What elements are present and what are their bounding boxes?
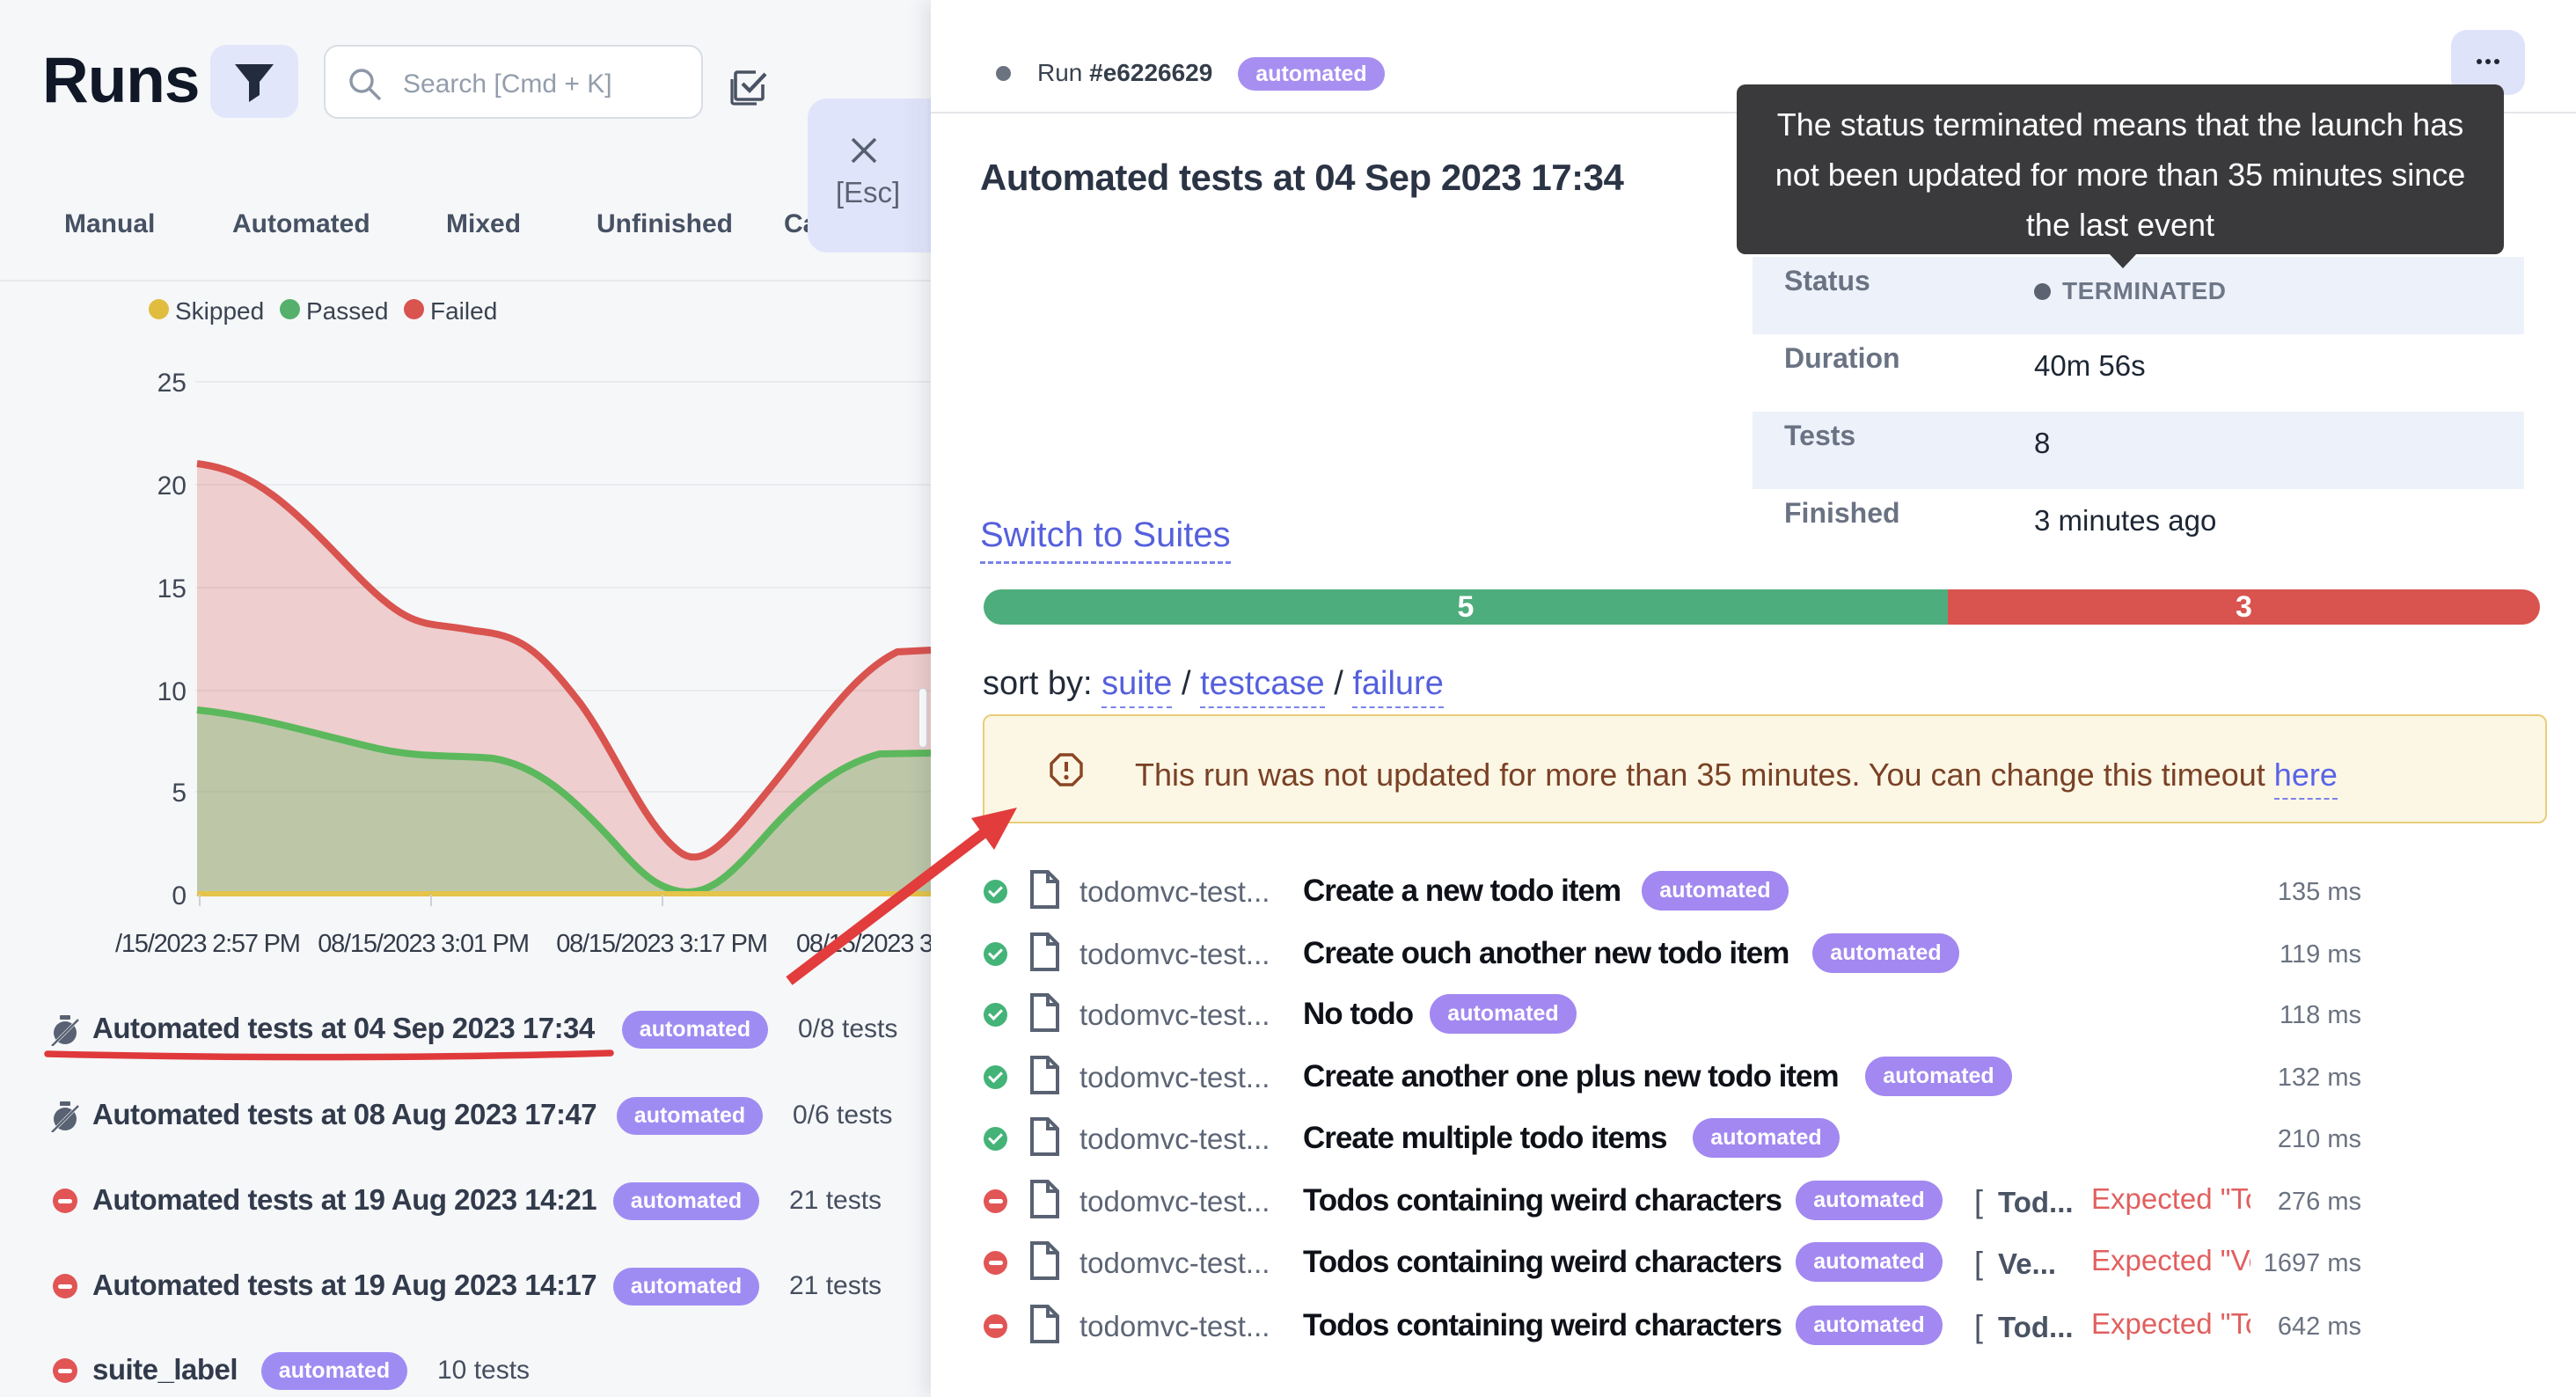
svg-text:08/15/2023 3:01 PM: 08/15/2023 3:01 PM [318, 930, 529, 958]
svg-text:/15/2023 2:57 PM: /15/2023 2:57 PM [115, 930, 300, 958]
svg-text:25: 25 [157, 369, 187, 398]
svg-text:20: 20 [157, 472, 187, 501]
svg-text:0: 0 [172, 881, 187, 911]
svg-text:08/15/2023 3:17 PM: 08/15/2023 3:17 PM [556, 930, 767, 958]
svg-text:10: 10 [157, 677, 187, 706]
svg-text:15: 15 [157, 574, 187, 603]
svg-text:5: 5 [172, 779, 187, 808]
